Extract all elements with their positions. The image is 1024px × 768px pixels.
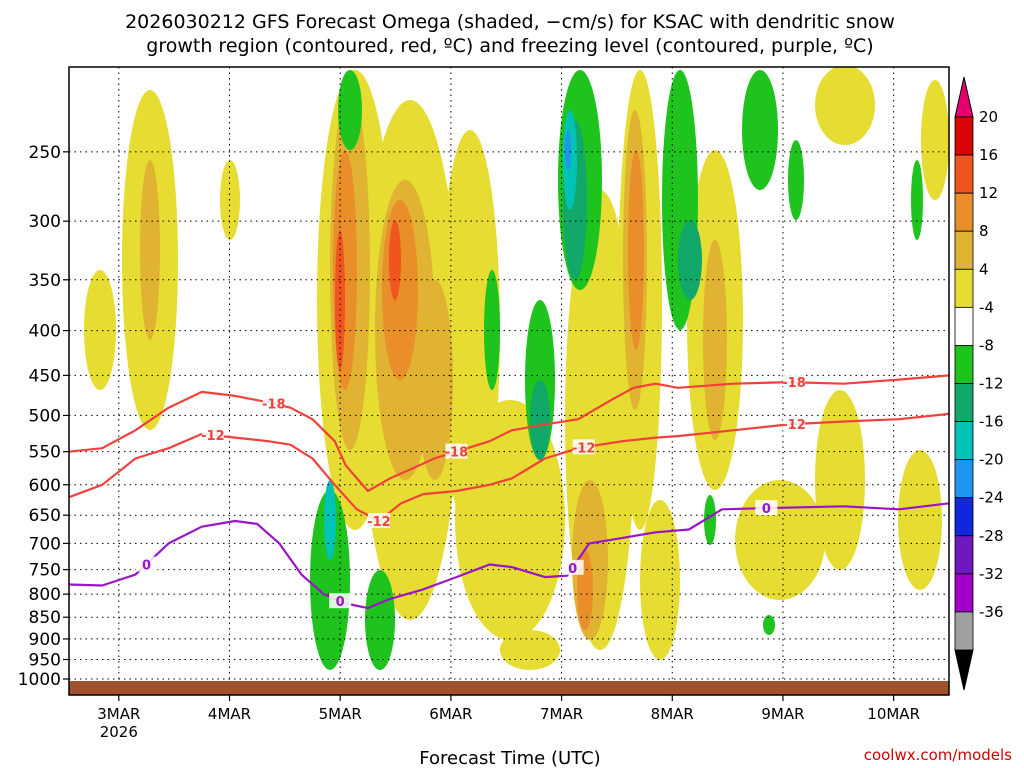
contour-label: 0	[762, 502, 771, 517]
contour-label: 0	[142, 559, 151, 574]
colorbar-swatch	[954, 421, 974, 461]
colorbar-label: -12	[979, 375, 1004, 393]
colorbar-label: 20	[979, 108, 998, 126]
contour-label-bg	[783, 416, 806, 432]
contour-labels: -18 -18 -18 -12 -12 -12 -12 0 0 0 0	[135, 374, 806, 610]
credit-text: coolwx.com/models	[864, 746, 1012, 764]
contour-label-bg	[561, 559, 584, 575]
grid-lines	[69, 67, 949, 681]
colorbar-label: -16	[979, 413, 1004, 431]
x-tick-label: 4MAR	[208, 705, 251, 723]
colorbar-bottom-arrow	[954, 649, 974, 691]
colorbar-label: -24	[979, 489, 1004, 507]
y-tick-label: 600	[29, 476, 61, 496]
colorbar-swatch	[954, 116, 974, 156]
colorbar-label: -4	[979, 298, 994, 316]
colorbar-swatch	[954, 192, 974, 232]
colorbar-label: -36	[979, 603, 1004, 621]
ground-surface	[69, 681, 949, 695]
y-tick-label: 750	[29, 561, 61, 581]
colorbar-swatch	[954, 230, 974, 270]
y-tick-label: 800	[29, 585, 61, 605]
contour-label: 0	[336, 595, 345, 610]
colorbar-label: -20	[979, 451, 1004, 469]
x-tick-label: 7MAR	[540, 705, 583, 723]
contour-line-series	[69, 374, 949, 493]
contour-label: -12	[782, 418, 806, 433]
contour-label-bg	[367, 512, 390, 528]
y-tick-label: 550	[29, 443, 61, 463]
colorbar-label: -8	[979, 336, 994, 354]
contour-label-bg	[135, 556, 158, 572]
colorbar-label: 8	[979, 222, 989, 240]
y-tick-label: 350	[29, 271, 61, 291]
contour-label: -18	[445, 446, 469, 461]
x-tick-label: 3MAR	[97, 705, 140, 723]
x-axis-label: Forecast Time (UTC)	[419, 748, 600, 768]
colorbar-swatch	[954, 459, 974, 499]
y-tick-label: 300	[29, 212, 61, 232]
plot-frame	[68, 66, 950, 696]
colorbar-label: -28	[979, 527, 1004, 545]
colorbar-label: -32	[979, 565, 1004, 583]
x-tick-label: 8MAR	[651, 705, 694, 723]
colorbar-label: 12	[979, 184, 998, 202]
x-tick-label: 5MAR	[319, 705, 362, 723]
colorbar-swatch	[954, 268, 974, 308]
y-axis: 2503003504004505005506006507007508008509…	[18, 143, 69, 690]
y-tick-label: 500	[29, 406, 61, 426]
contour-label-bg	[572, 439, 595, 455]
contour-label-bg	[329, 593, 352, 609]
colorbar-swatch	[954, 535, 974, 575]
y-tick-label: 950	[29, 650, 61, 670]
colorbar-swatch	[954, 306, 974, 346]
y-tick-label: 850	[29, 608, 61, 628]
colorbar-label: 4	[979, 260, 989, 278]
contour-label-bg	[783, 374, 806, 390]
x-tick-label: 9MAR	[761, 705, 804, 723]
contour-label: -12	[201, 429, 225, 444]
x-tick-label: 6MAR	[429, 705, 472, 723]
colorbar-swatch	[954, 383, 974, 422]
y-tick-label: 700	[29, 534, 61, 554]
contour-label: -12	[572, 441, 596, 456]
colorbar-swatch	[954, 573, 974, 613]
colorbar-swatch	[954, 611, 974, 651]
colorbar-swatch	[954, 154, 974, 194]
y-tick-label: 650	[29, 506, 61, 526]
colorbar-top-arrow	[954, 76, 974, 118]
omega-shading	[84, 67, 949, 670]
contour-label: -18	[782, 376, 806, 391]
contour-label-bg	[201, 427, 224, 443]
y-tick-label: 1000	[18, 670, 61, 690]
y-tick-label: 250	[29, 143, 61, 163]
contour-label-bg	[755, 500, 778, 516]
colorbar-swatch	[954, 345, 974, 384]
x-tick-sublabel: 2026	[100, 723, 138, 741]
colorbar-label: 16	[979, 146, 998, 164]
contour-label: -12	[367, 515, 391, 530]
contour-label-bg	[445, 443, 468, 459]
chart-title-line2: growth region (contoured, red, ºC) and f…	[146, 35, 873, 57]
y-tick-label: 400	[29, 322, 61, 342]
x-tick-label: 10MAR	[867, 705, 920, 723]
contour-label: 0	[568, 562, 577, 577]
colorbar: 20 16 12 8 4 -4 -8 -12 -16 -20 -24 -28 -32 -36	[954, 76, 1004, 691]
contour-label: -18	[262, 398, 286, 413]
colorbar-swatch	[954, 497, 974, 537]
y-tick-label: 450	[29, 366, 61, 386]
y-tick-label: 900	[29, 630, 61, 650]
contour-line-series	[69, 502, 949, 610]
chart-title-line1: 2026030212 GFS Forecast Omega (shaded, −…	[125, 11, 895, 33]
contour-label-bg	[262, 395, 285, 411]
